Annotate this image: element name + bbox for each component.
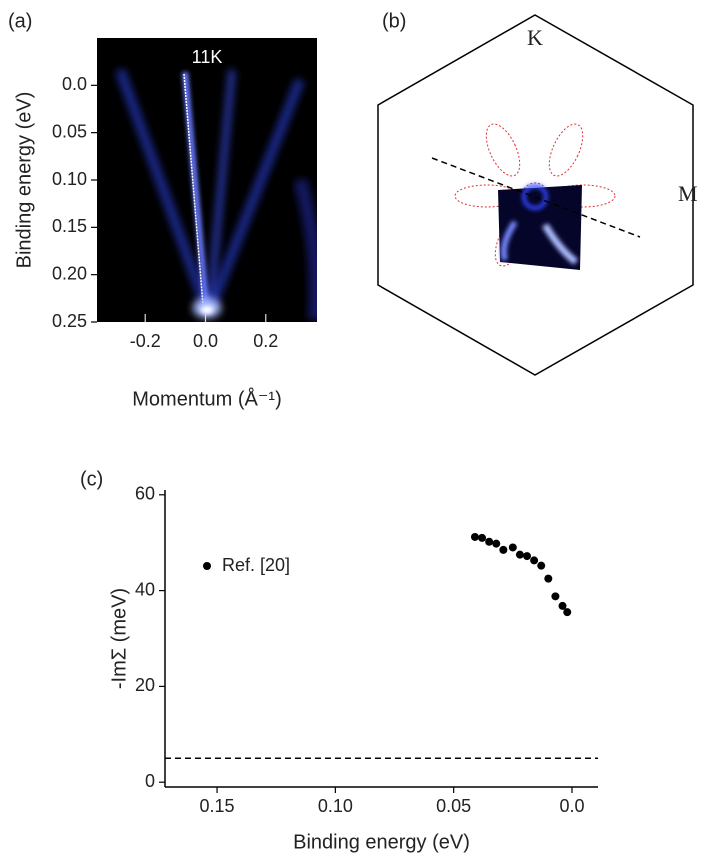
- data-point: [558, 601, 567, 610]
- legend-label: Ref. [20]: [222, 555, 290, 575]
- y-axis-label: Binding energy (eV): [13, 92, 35, 269]
- y-tick-label: 0.15: [52, 216, 87, 236]
- cut-line: [431, 157, 641, 238]
- data-point: [492, 539, 501, 548]
- data-point: [551, 592, 560, 601]
- data-point: [515, 550, 524, 559]
- panel-label: (c): [80, 468, 103, 490]
- x-tick-label: -0.2: [130, 331, 161, 351]
- y-tick-label: 0.05: [52, 121, 87, 141]
- arpes-image: [97, 38, 317, 322]
- brillouin-zone: [377, 14, 694, 376]
- y-tick-label: 0: [145, 771, 155, 791]
- panel-label: (b): [382, 10, 406, 32]
- data-point: [478, 533, 487, 542]
- fermi-surface-map: [498, 184, 582, 270]
- m-point-label: M: [678, 181, 698, 206]
- y-tick-label: 60: [135, 484, 155, 504]
- k-point-label: K: [527, 25, 543, 50]
- x-tick-label: 0.10: [318, 796, 353, 816]
- arpes-bands: [115, 68, 317, 321]
- y-tick-label: 0.20: [52, 263, 87, 283]
- x-axis-label: Binding energy (eV): [293, 831, 470, 853]
- x-tick-label: 0.0: [193, 331, 218, 351]
- data-point: [485, 537, 494, 546]
- data-point: [470, 532, 479, 541]
- y-tick-label: 0.0: [62, 74, 87, 94]
- annotation: 11K: [192, 47, 223, 67]
- x-tick-label: 0.0: [559, 796, 584, 816]
- x-tick-label: 0.05: [436, 796, 471, 816]
- data-point: [544, 574, 553, 583]
- legend-marker: [203, 562, 211, 570]
- data-point: [530, 556, 539, 565]
- data-point: [508, 543, 517, 552]
- y-axis-label: -ImΣ (meV): [108, 588, 130, 689]
- data-point: [523, 552, 532, 561]
- x-axis-label: Momentum (Å⁻¹): [132, 387, 281, 410]
- data-point: [537, 561, 546, 570]
- y-tick-label: 0.10: [52, 169, 87, 189]
- y-tick-label: 0.25: [52, 311, 87, 331]
- data-point: [563, 608, 572, 617]
- y-tick-label: 40: [135, 579, 155, 599]
- x-tick-label: 0.2: [253, 331, 278, 351]
- panel-label: (a): [8, 10, 32, 32]
- y-tick-label: 20: [135, 675, 155, 695]
- x-tick-label: 0.15: [200, 796, 235, 816]
- data-point: [499, 545, 508, 554]
